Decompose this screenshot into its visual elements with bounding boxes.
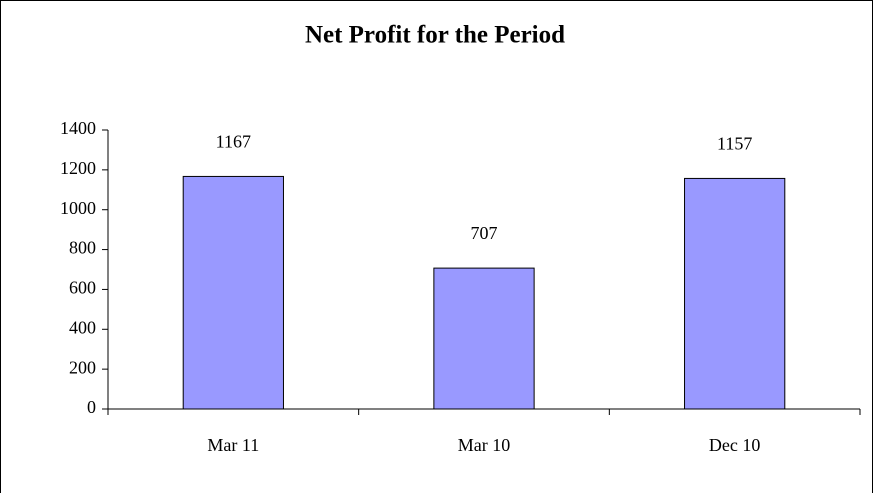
bar (182, 175, 284, 410)
y-tick-label: 400 (69, 317, 96, 337)
x-tick-label: Mar 10 (458, 435, 511, 455)
y-tick-label: 800 (69, 238, 96, 258)
chart-title: Net Profit for the Period (305, 22, 565, 49)
y-tick-label: 200 (69, 357, 96, 377)
x-tick-label: Dec 10 (709, 435, 760, 455)
data-label: 1157 (717, 134, 752, 154)
y-tick-label: 600 (69, 278, 96, 298)
y-tick-label: 1200 (60, 158, 96, 178)
y-tick-label: 1000 (60, 198, 96, 218)
y-tick-label: 0 (87, 397, 96, 417)
x-tick-label: Mar 11 (207, 435, 259, 455)
bar (433, 267, 535, 410)
bar (684, 177, 786, 410)
data-label: 707 (471, 223, 498, 243)
y-tick-label: 1400 (60, 118, 96, 138)
data-label: 1167 (216, 132, 251, 152)
